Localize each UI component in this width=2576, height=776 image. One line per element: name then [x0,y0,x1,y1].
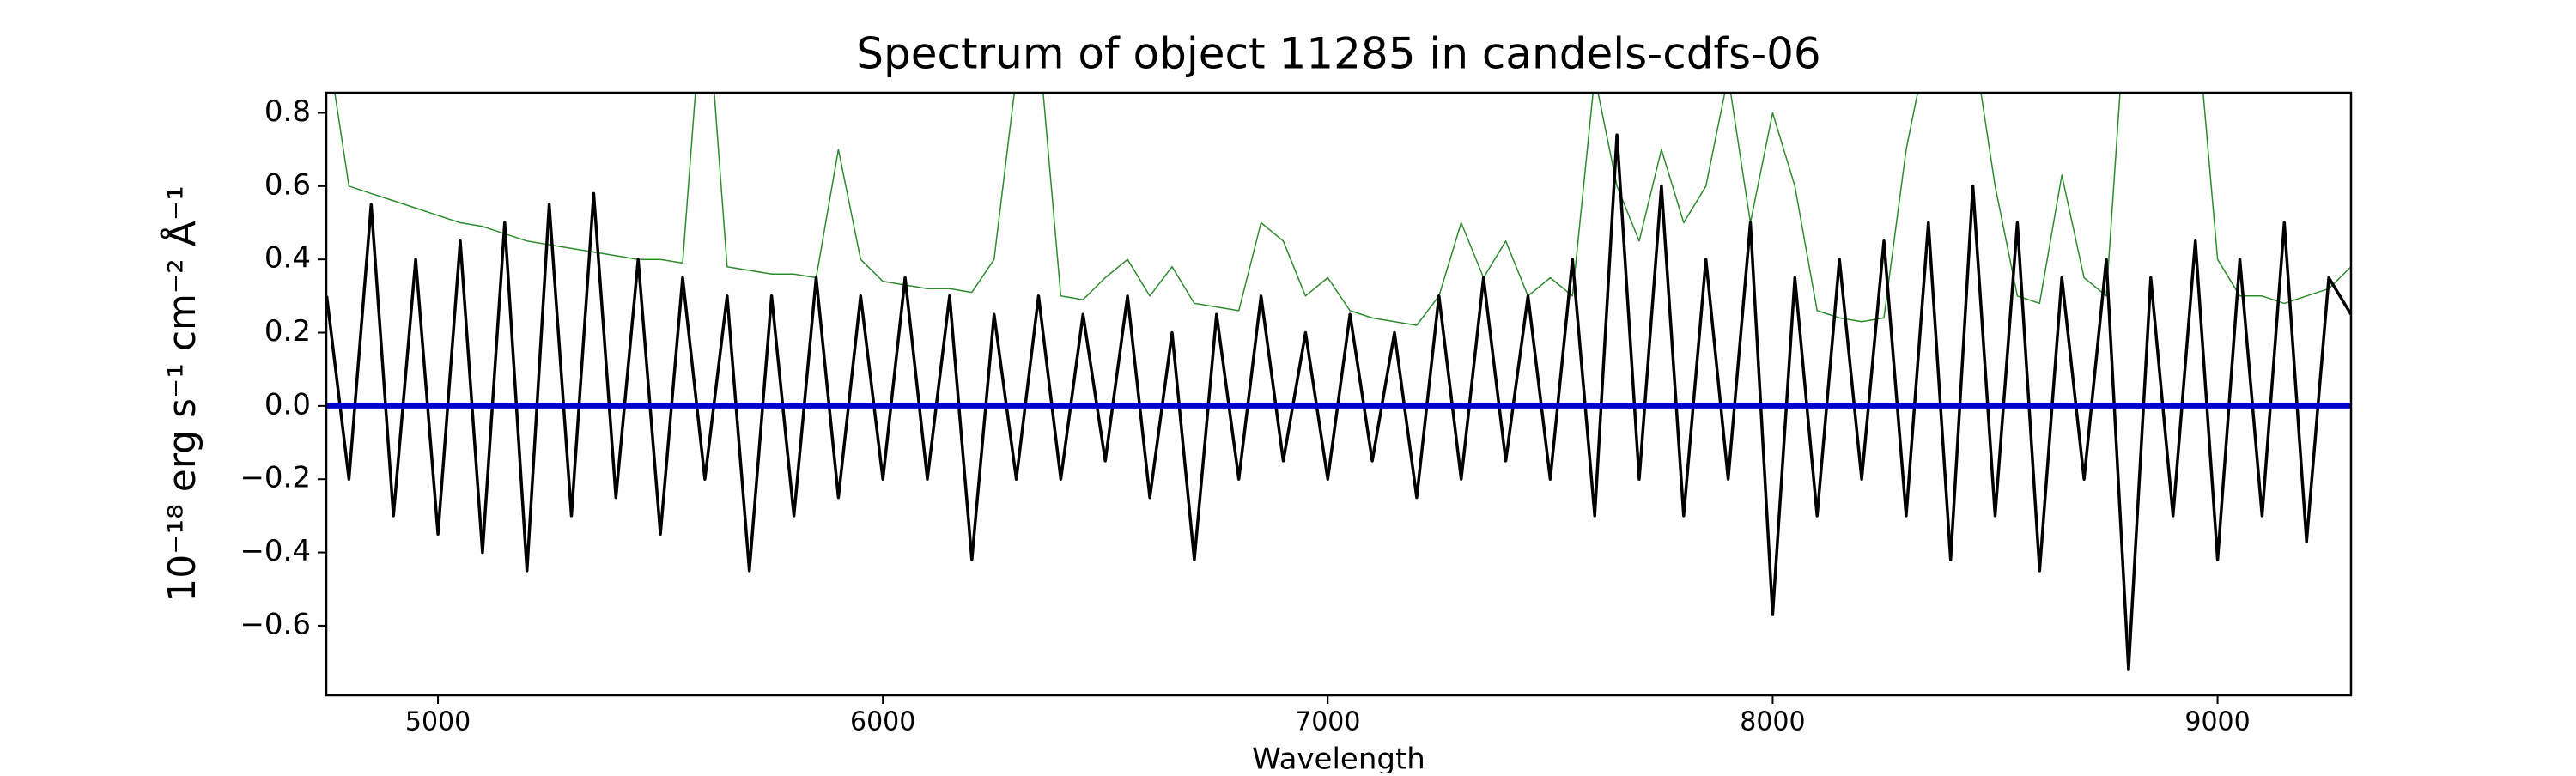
y-tick-label: −0.6 [240,607,311,641]
series-line [326,133,2351,671]
x-tick-label: 5000 [405,707,471,737]
plot-frame [325,91,2353,697]
y-tick-label: 0.8 [264,94,311,129]
x-tick-label: 9000 [2184,707,2250,737]
x-tick-label: 6000 [850,707,915,737]
y-tick-label: 0.6 [264,167,311,202]
x-tick-label: 8000 [1740,707,1805,737]
chart-title: Spectrum of object 11285 in candels-cdfs… [856,29,1821,79]
x-tick-label: 7000 [1295,707,1360,737]
y-tick-label: −0.4 [240,534,311,568]
x-axis-label: Wavelength [1252,743,1425,773]
y-tick-label: 0.0 [264,387,311,421]
y-tick-label: 0.2 [264,314,311,349]
y-tick-label: −0.2 [240,461,311,495]
y-axis-label: 10⁻¹⁸ erg s⁻¹ cm⁻² Å⁻¹ [159,185,204,602]
plot-area [326,93,2351,671]
y-tick-label: 0.4 [264,241,311,276]
